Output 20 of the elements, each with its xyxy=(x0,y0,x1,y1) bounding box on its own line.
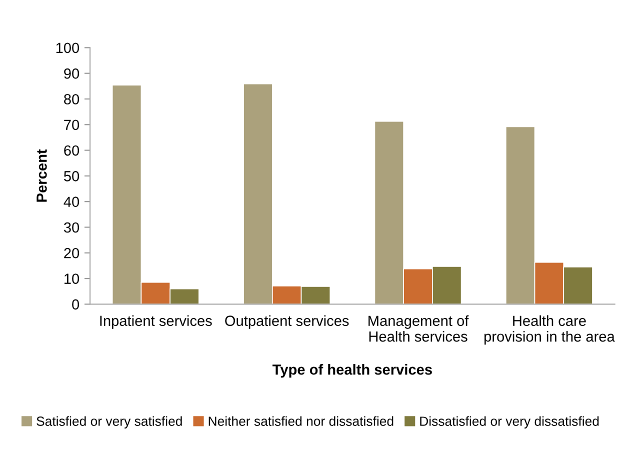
y-tick-label: 50 xyxy=(64,171,80,182)
x-tick-label: Management of Health services xyxy=(368,315,469,342)
legend-label: Dissatisfied or very dissatisfied xyxy=(420,416,599,429)
legend-label: Neither satisfied nor dissatisfied xyxy=(208,416,394,426)
y-tick-label: 100 xyxy=(56,42,80,54)
x-tick-label: Outpatient services xyxy=(225,315,349,329)
x-axis-title: Type of health services xyxy=(272,364,432,378)
y-tick-label: 20 xyxy=(64,248,80,258)
y-tick-label: 70 xyxy=(64,120,80,130)
y-tick-label: 10 xyxy=(64,274,80,284)
y-axis-title: Percent xyxy=(36,149,47,202)
y-tick-label: 40 xyxy=(64,196,80,208)
y-tick-label: 0 xyxy=(72,299,80,310)
y-tick-label: 30 xyxy=(64,222,80,233)
y-tick-label: 90 xyxy=(64,68,80,79)
y-tick-label: 60 xyxy=(64,145,80,156)
legend-label: Satisfied or very satisfied xyxy=(36,416,182,429)
y-tick-label: 80 xyxy=(64,94,80,104)
x-tick-label: Inpatient services xyxy=(100,315,212,329)
x-tick-label: Health care provision in the area xyxy=(484,315,615,345)
